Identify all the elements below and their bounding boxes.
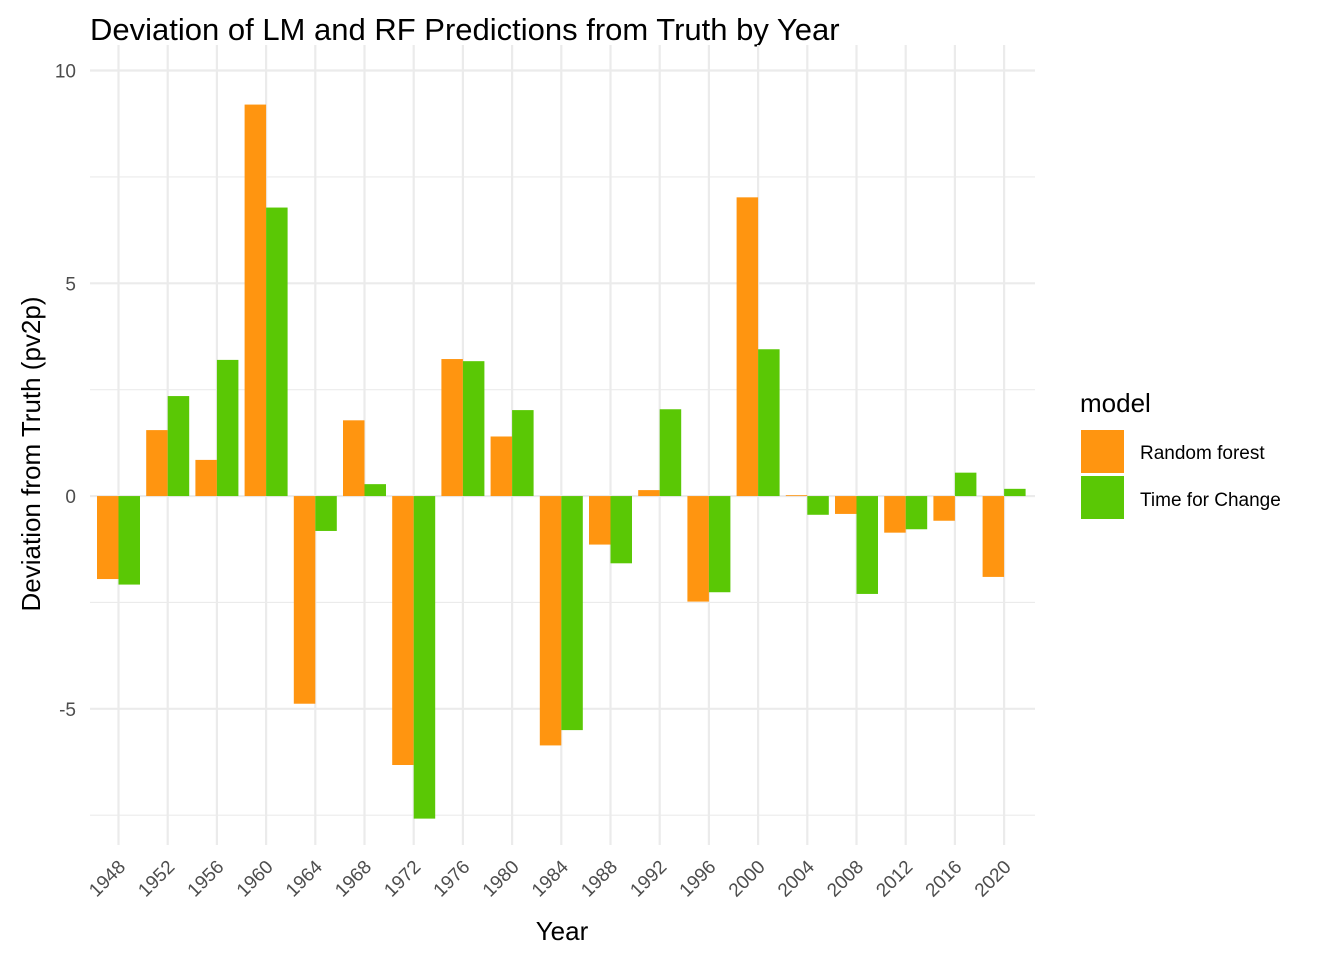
legend: model Random forest Time for Change (1080, 388, 1281, 519)
bar-random-forest-1948 (97, 496, 119, 580)
bar-random-forest-1988 (589, 496, 611, 545)
bar-random-forest-2012 (884, 496, 906, 533)
x-axis-title: Year (536, 916, 589, 946)
bar-random-forest-1984 (539, 496, 562, 746)
bar-random-forest-1952 (146, 430, 168, 497)
y-tick-label: 10 (55, 62, 76, 83)
bar-random-forest-1968 (343, 420, 365, 497)
legend-title: model (1080, 388, 1151, 418)
x-axis-ticks: 1948 1952 1956 1960 1964 1968 1972 1976 1980 1984… (85, 856, 1015, 901)
x-tick-label: 1980 (479, 857, 524, 902)
chart-title: Deviation of LM and RF Predictions from … (90, 12, 840, 47)
bar-random-forest-2000 (736, 197, 759, 497)
x-tick-label: 1972 (380, 857, 425, 902)
bar-random-forest-2008 (835, 496, 857, 514)
bar-time-for-change-1952 (167, 396, 190, 497)
x-tick-label: 2000 (725, 857, 770, 902)
legend-label-time-for-change: Time for Change (1140, 490, 1281, 511)
bar-random-forest-2004 (785, 495, 808, 497)
x-tick-label: 1988 (577, 857, 622, 902)
bars (97, 104, 1026, 819)
bar-time-for-change-2016 (954, 472, 977, 497)
y-axis-title: Deviation from Truth (pv2p) (16, 296, 46, 611)
x-tick-label: 1984 (528, 856, 573, 901)
bar-time-for-change-2000 (758, 349, 780, 497)
bar-time-for-change-1984 (561, 496, 583, 731)
bar-time-for-change-1964 (315, 496, 337, 531)
bar-time-for-change-2020 (1004, 488, 1026, 497)
bar-random-forest-1960 (244, 104, 267, 497)
bar-random-forest-1976 (441, 359, 463, 497)
bar-random-forest-1956 (195, 459, 217, 497)
bar-random-forest-1972 (392, 496, 414, 765)
x-tick-label: 1976 (430, 857, 475, 902)
y-tick-label: 0 (65, 487, 76, 508)
bar-random-forest-1964 (293, 496, 316, 704)
legend-swatch-time-for-change (1081, 476, 1124, 519)
x-tick-label: 1968 (331, 857, 376, 902)
bar-time-for-change-1996 (708, 496, 731, 593)
x-tick-label: 1956 (184, 857, 229, 902)
y-axis-ticks: -5 0 5 10 (55, 62, 76, 721)
x-tick-label: 1960 (233, 857, 278, 902)
bar-random-forest-1996 (687, 496, 709, 602)
bar-random-forest-2020 (982, 496, 1005, 577)
x-tick-label: 2012 (872, 857, 917, 902)
legend-label-random-forest: Random forest (1140, 443, 1265, 464)
bar-time-for-change-2012 (905, 496, 928, 530)
bar-time-for-change-1948 (118, 496, 140, 585)
bar-random-forest-2016 (933, 496, 955, 521)
x-tick-label: 1964 (282, 856, 327, 901)
x-tick-label: 2004 (774, 856, 819, 901)
x-tick-label: 2016 (922, 857, 967, 902)
x-tick-label: 2008 (823, 857, 868, 902)
bar-time-for-change-1988 (610, 496, 632, 564)
x-tick-label: 1992 (626, 857, 671, 902)
bar-time-for-change-2004 (807, 496, 829, 515)
bar-random-forest-1992 (638, 490, 660, 497)
bar-random-forest-1980 (490, 436, 513, 497)
x-tick-label: 1996 (676, 857, 721, 902)
legend-swatch-random-forest (1081, 430, 1124, 473)
x-tick-label: 2020 (971, 857, 1016, 902)
bar-time-for-change-2008 (856, 496, 878, 594)
x-tick-label: 1948 (85, 857, 130, 902)
x-tick-label: 1952 (134, 857, 179, 902)
bar-time-for-change-1960 (266, 207, 288, 497)
y-tick-label: -5 (59, 700, 76, 721)
bar-time-for-change-1972 (413, 496, 436, 819)
bar-time-for-change-1992 (659, 409, 682, 497)
bar-time-for-change-1968 (364, 484, 386, 497)
bar-time-for-change-1980 (512, 410, 534, 497)
y-tick-label: 5 (65, 274, 76, 295)
bar-time-for-change-1976 (462, 361, 485, 497)
bar-time-for-change-1956 (216, 359, 239, 497)
